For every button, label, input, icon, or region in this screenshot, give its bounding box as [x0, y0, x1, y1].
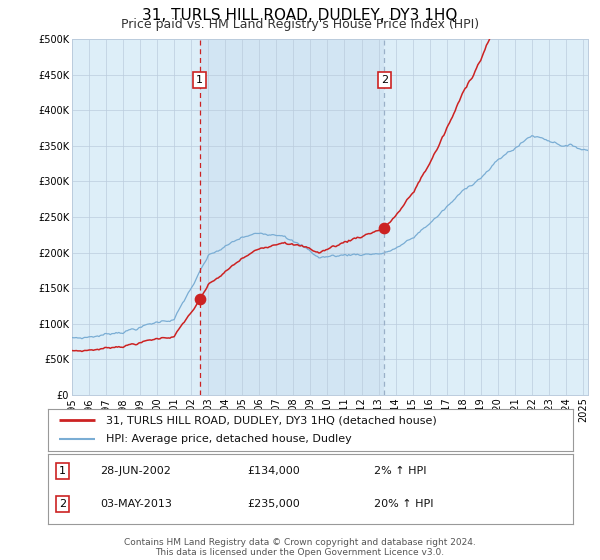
- Text: 31, TURLS HILL ROAD, DUDLEY, DY3 1HQ (detached house): 31, TURLS HILL ROAD, DUDLEY, DY3 1HQ (de…: [106, 415, 437, 425]
- Text: 28-JUN-2002: 28-JUN-2002: [101, 466, 172, 476]
- Text: 2: 2: [381, 75, 388, 85]
- Text: Contains HM Land Registry data © Crown copyright and database right 2024.: Contains HM Land Registry data © Crown c…: [124, 538, 476, 547]
- Text: 2: 2: [59, 499, 66, 509]
- Point: [380, 223, 389, 232]
- Text: 1: 1: [196, 75, 203, 85]
- Text: 20% ↑ HPI: 20% ↑ HPI: [373, 499, 433, 509]
- Text: £235,000: £235,000: [248, 499, 300, 509]
- Text: This data is licensed under the Open Government Licence v3.0.: This data is licensed under the Open Gov…: [155, 548, 445, 557]
- Text: 1: 1: [59, 466, 66, 476]
- Text: HPI: Average price, detached house, Dudley: HPI: Average price, detached house, Dudl…: [106, 435, 352, 445]
- Bar: [200, 39, 385, 395]
- Text: 03-MAY-2013: 03-MAY-2013: [101, 499, 172, 509]
- Point: [195, 295, 205, 304]
- Text: 2% ↑ HPI: 2% ↑ HPI: [373, 466, 426, 476]
- Text: Price paid vs. HM Land Registry's House Price Index (HPI): Price paid vs. HM Land Registry's House …: [121, 18, 479, 31]
- Text: £134,000: £134,000: [248, 466, 300, 476]
- Text: 31, TURLS HILL ROAD, DUDLEY, DY3 1HQ: 31, TURLS HILL ROAD, DUDLEY, DY3 1HQ: [142, 8, 458, 24]
